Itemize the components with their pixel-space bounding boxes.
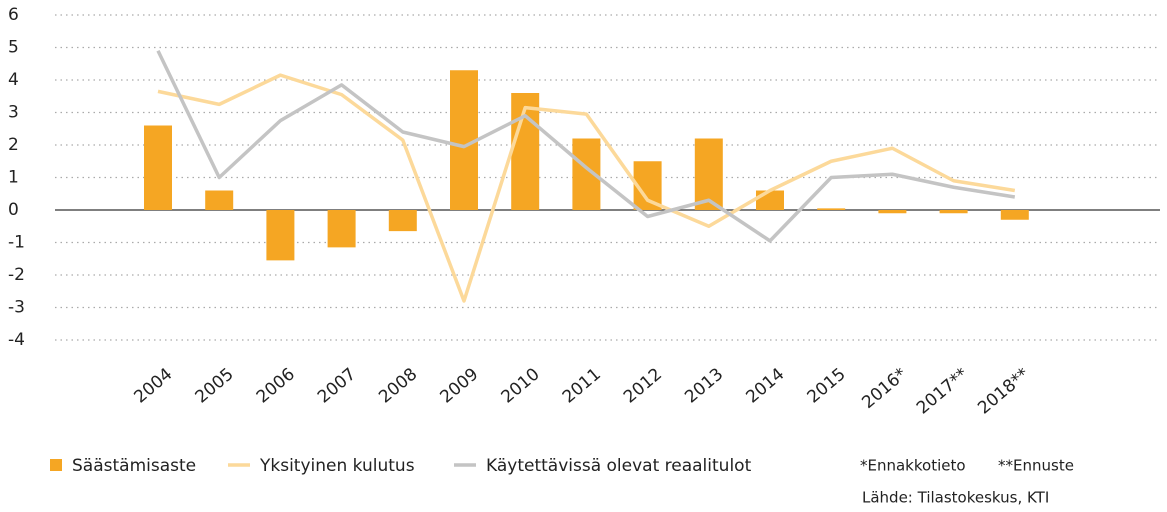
- legend-label: Käytettävissä olevat reaalitulot: [486, 456, 752, 476]
- y-tick-label: 5: [8, 38, 19, 58]
- bar: [939, 210, 968, 214]
- y-tick-label: -3: [8, 298, 25, 318]
- source: Lähde: Tilastokeskus, KTI: [862, 489, 1049, 507]
- x-tick-label: 2015: [804, 364, 850, 407]
- x-tick-label: 2007: [314, 364, 360, 407]
- x-tick-label: 2005: [192, 364, 238, 407]
- x-tick-label: 2009: [436, 364, 482, 407]
- bar: [756, 190, 784, 210]
- x-tick-label: 2011: [559, 364, 605, 407]
- y-tick-label: 1: [8, 168, 19, 188]
- bar: [327, 210, 356, 248]
- bar: [694, 138, 723, 210]
- y-tick-label: 0: [8, 200, 19, 220]
- x-tick-label: 2008: [375, 364, 421, 407]
- y-tick-label: -2: [8, 265, 25, 285]
- x-tick-label: 2010: [498, 364, 544, 407]
- y-tick-label: 2: [8, 135, 19, 155]
- x-tick-label: 2013: [681, 364, 727, 407]
- x-tick-label: 2006: [253, 364, 299, 407]
- x-tick-label: 2018**: [974, 364, 1033, 418]
- bar: [878, 210, 907, 214]
- y-tick-label: -4: [8, 330, 25, 350]
- x-tick-label: 2017**: [913, 364, 972, 418]
- x-tick-label: 2016*: [858, 364, 911, 413]
- x-tick-label: 2012: [620, 364, 666, 407]
- line: [157, 73, 1016, 303]
- bar: [817, 208, 846, 210]
- bar: [388, 210, 417, 232]
- x-tick-label: 2014: [742, 364, 788, 407]
- y-tick-label: 4: [8, 70, 19, 90]
- y-tick-label: 6: [8, 5, 19, 25]
- y-tick-label: 3: [8, 103, 19, 123]
- note: *Ennakkotieto: [860, 457, 966, 475]
- legend-swatch: [50, 459, 62, 471]
- note: **Ennuste: [998, 457, 1074, 475]
- bar: [144, 125, 172, 210]
- y-tick-label: -1: [8, 233, 25, 253]
- legend-label: Yksityinen kulutus: [259, 456, 415, 476]
- bar: [1000, 210, 1029, 220]
- bar: [266, 210, 295, 261]
- line: [156, 49, 1016, 243]
- x-tick-label: 2004: [130, 364, 176, 407]
- legend-label: Säästämisaste: [72, 456, 196, 476]
- bar: [205, 190, 234, 210]
